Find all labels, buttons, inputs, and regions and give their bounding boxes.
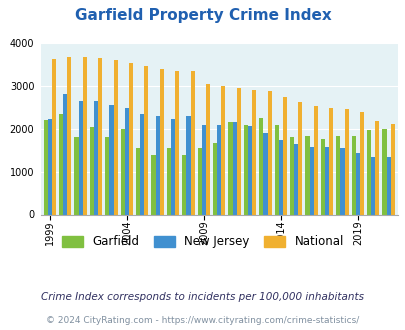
Bar bbox=[52, 59, 56, 214]
Bar bbox=[201, 125, 205, 214]
Bar bbox=[124, 108, 129, 214]
Bar bbox=[232, 122, 236, 214]
Bar bbox=[374, 120, 379, 214]
Bar bbox=[120, 129, 124, 214]
Text: Crime Index corresponds to incidents per 100,000 inhabitants: Crime Index corresponds to incidents per… bbox=[41, 292, 364, 302]
Text: © 2024 CityRating.com - https://www.cityrating.com/crime-statistics/: © 2024 CityRating.com - https://www.city… bbox=[46, 316, 359, 325]
Bar bbox=[109, 105, 113, 214]
Bar bbox=[205, 83, 209, 214]
Bar bbox=[74, 137, 79, 214]
Bar bbox=[190, 71, 194, 215]
Bar bbox=[267, 91, 271, 214]
Bar bbox=[228, 122, 232, 214]
Bar bbox=[263, 133, 267, 214]
Bar bbox=[390, 124, 394, 214]
Bar bbox=[278, 140, 282, 214]
Bar bbox=[48, 119, 52, 214]
Bar bbox=[171, 119, 175, 214]
Bar bbox=[355, 153, 359, 215]
Bar bbox=[166, 148, 171, 214]
Bar bbox=[324, 147, 328, 214]
Bar bbox=[90, 127, 94, 214]
Bar bbox=[305, 136, 309, 214]
Bar bbox=[386, 157, 390, 214]
Bar bbox=[59, 114, 63, 214]
Bar bbox=[339, 148, 344, 214]
Bar bbox=[140, 114, 144, 214]
Bar bbox=[78, 101, 83, 214]
Bar bbox=[197, 148, 201, 214]
Bar bbox=[351, 136, 355, 214]
Bar bbox=[113, 60, 117, 214]
Bar bbox=[159, 69, 164, 215]
Bar bbox=[213, 143, 217, 214]
Bar bbox=[294, 144, 298, 214]
Bar bbox=[129, 63, 133, 214]
Bar bbox=[344, 109, 348, 214]
Bar bbox=[382, 129, 386, 214]
Bar bbox=[94, 101, 98, 214]
Bar bbox=[43, 120, 48, 214]
Bar bbox=[320, 139, 324, 214]
Bar bbox=[151, 155, 155, 214]
Bar bbox=[247, 126, 252, 214]
Bar bbox=[282, 96, 286, 214]
Bar bbox=[144, 67, 148, 214]
Bar bbox=[370, 157, 374, 214]
Bar bbox=[98, 58, 102, 214]
Text: Garfield Property Crime Index: Garfield Property Crime Index bbox=[75, 8, 330, 23]
Bar bbox=[313, 106, 317, 214]
Bar bbox=[335, 136, 339, 214]
Bar bbox=[258, 117, 263, 214]
Bar bbox=[359, 112, 363, 214]
Bar bbox=[252, 90, 256, 214]
Bar bbox=[182, 155, 186, 214]
Bar bbox=[217, 125, 221, 214]
Bar bbox=[366, 130, 370, 214]
Bar bbox=[83, 57, 87, 214]
Bar bbox=[243, 125, 247, 214]
Bar bbox=[67, 57, 71, 214]
Bar bbox=[175, 71, 179, 215]
Bar bbox=[298, 102, 302, 214]
Bar bbox=[155, 116, 159, 214]
Legend: Garfield, New Jersey, National: Garfield, New Jersey, National bbox=[57, 231, 348, 253]
Bar bbox=[186, 116, 190, 214]
Bar bbox=[63, 94, 67, 214]
Bar bbox=[105, 137, 109, 214]
Bar bbox=[309, 147, 313, 214]
Bar bbox=[221, 86, 225, 214]
Bar bbox=[136, 148, 140, 214]
Bar bbox=[236, 87, 240, 214]
Bar bbox=[289, 137, 294, 214]
Bar bbox=[274, 125, 278, 214]
Bar bbox=[328, 108, 333, 214]
